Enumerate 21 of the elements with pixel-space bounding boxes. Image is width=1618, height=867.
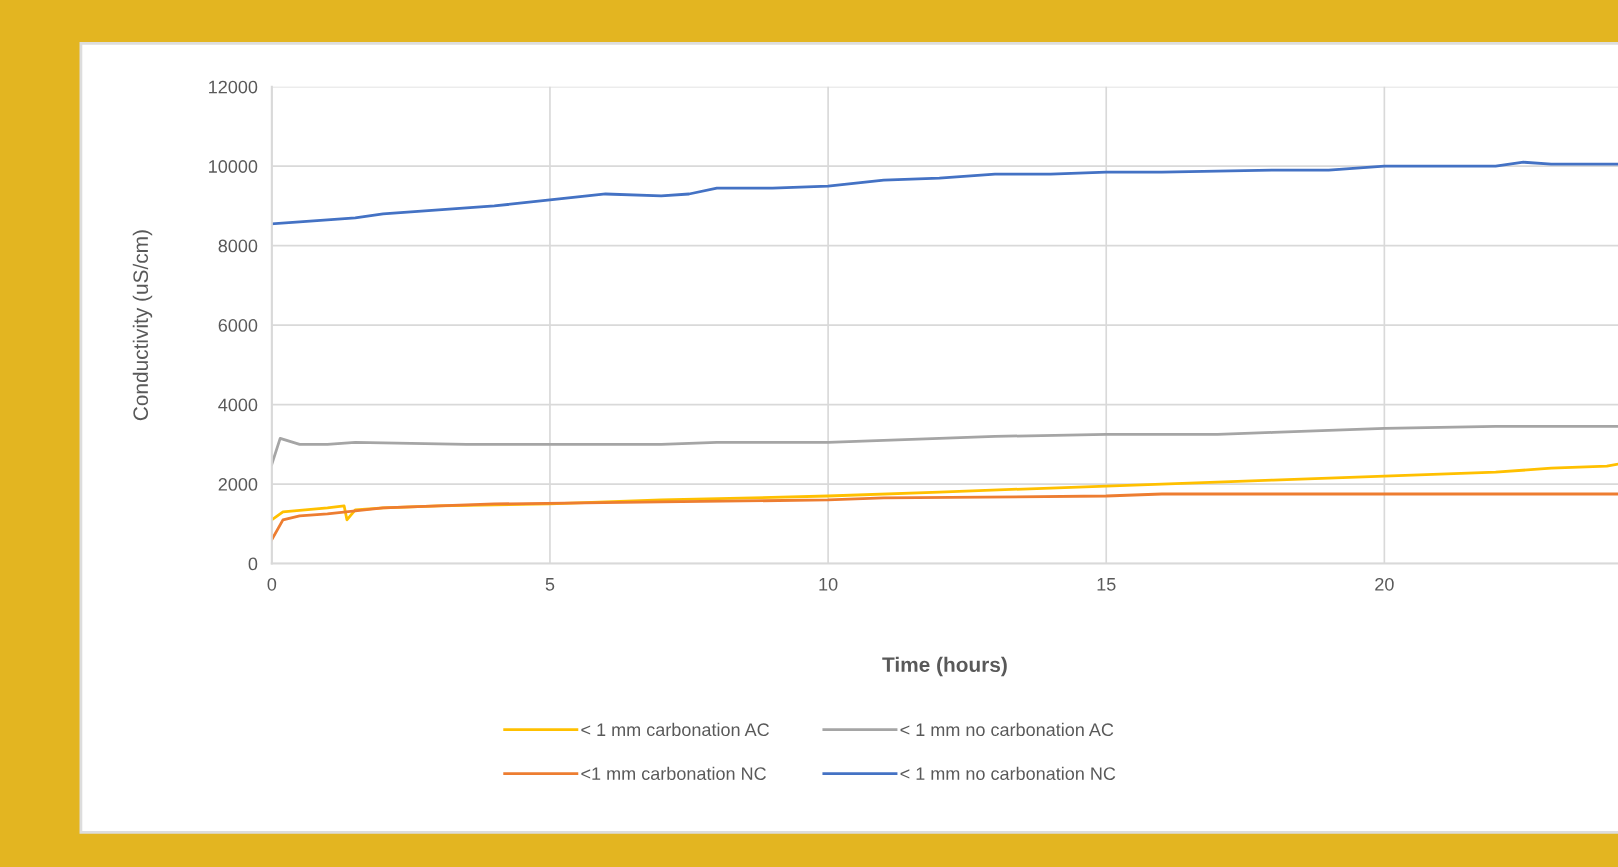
y-tick-label: 4000: [218, 398, 258, 412]
legend-label: < 1 mm no carbonation AC: [900, 722, 1114, 737]
x-tick-label: 0: [267, 577, 277, 591]
y-tick-label: 12000: [209, 80, 258, 94]
legend-label: <1 mm carbonation NC: [581, 766, 766, 781]
line-series: [271, 492, 1618, 542]
y-tick-label: 0: [248, 557, 258, 571]
line-series: [271, 425, 1618, 466]
legend-label: < 1 mm no carbonation NC: [900, 766, 1116, 781]
y-tick-label: 2000: [218, 478, 258, 491]
x-axis-title: Time (hours): [882, 656, 1007, 677]
x-tick-label: 10: [819, 577, 838, 591]
x-tick-label: 15: [1097, 578, 1116, 591]
y-tick-label: 10000: [209, 160, 258, 173]
y-axis-title: Conductivity (uS/cm): [132, 230, 153, 421]
y-tick-label: 8000: [218, 239, 258, 253]
line-series: [271, 160, 1618, 226]
y-tick-label: 6000: [218, 319, 258, 332]
x-tick-label: 20: [1375, 577, 1394, 591]
x-tick-label: 5: [545, 578, 555, 591]
legend-label: < 1 mm carbonation AC: [581, 722, 769, 737]
